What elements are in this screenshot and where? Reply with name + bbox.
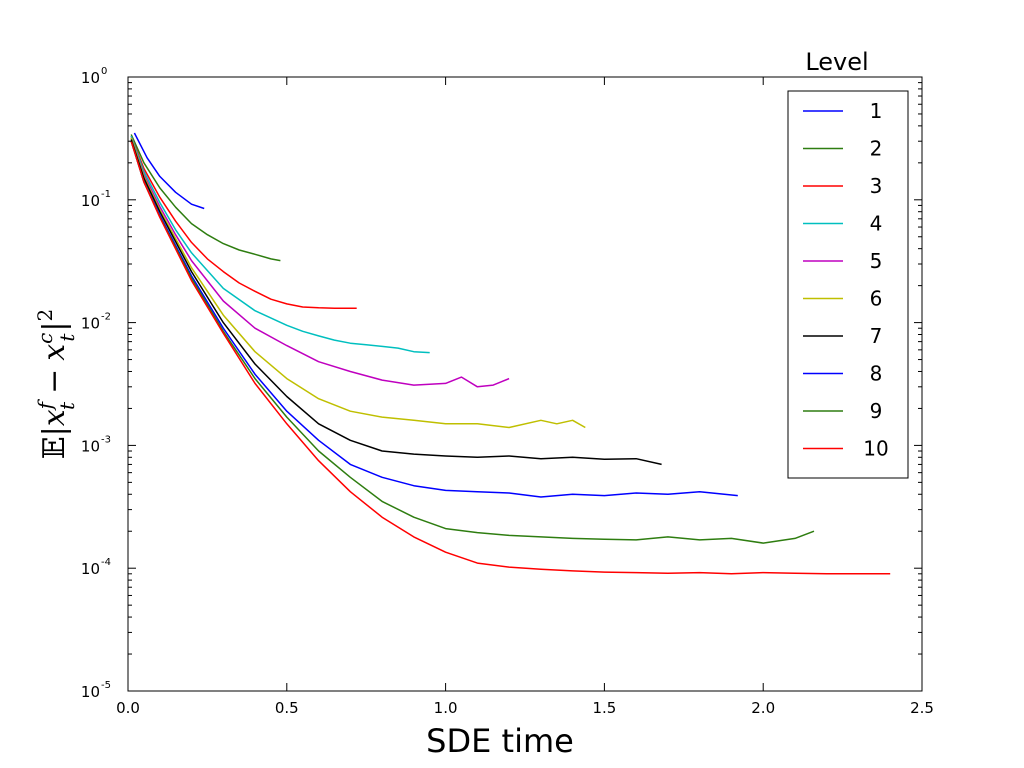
y-tick-exponent: 0	[101, 66, 107, 77]
y-tick-base: 10	[81, 437, 100, 455]
ticks-layer: 0.0 0.5 1.0 1.5 2.0 2.510-510-410-310-210-110…	[81, 66, 934, 717]
ylabel-x2: x	[37, 344, 72, 361]
legend-label-level-7: 7	[870, 324, 883, 348]
series-layer	[130, 132, 891, 575]
ylabel-square: 2	[33, 309, 57, 322]
plot-frame	[127, 76, 923, 692]
x-tick-label: 0.0	[116, 699, 140, 717]
y-tick-base: 10	[81, 192, 100, 210]
ylabel-t1: t	[55, 401, 79, 410]
y-tick-label: 10	[81, 192, 100, 210]
series-line-level-4	[130, 135, 430, 354]
legend-label-level-1: 1	[870, 99, 883, 123]
ylabel-bar-right: |	[37, 321, 72, 331]
y-axis-label: 𝔼|xft−xct|2	[33, 309, 79, 460]
svg-text:𝔼|xft−xct|2: 𝔼|xft−xct|2	[33, 309, 79, 460]
ylabel-bar-left: |	[37, 426, 72, 436]
x-tick-label: 2.5	[910, 699, 934, 717]
ylabel-x1: x	[37, 409, 72, 426]
ylabel-f: f	[33, 398, 57, 411]
series-line-level-6	[130, 137, 586, 429]
ylabel-minus: −	[37, 369, 72, 394]
series-line-level-5	[130, 137, 510, 388]
legend-label-level-9: 9	[870, 399, 883, 423]
y-tick-base: 10	[81, 683, 100, 701]
y-tick-exponent: -5	[101, 680, 111, 691]
y-tick-exponent: -2	[101, 312, 111, 323]
x-tick-label: 0.5	[275, 699, 299, 717]
legend-label-level-5: 5	[870, 249, 883, 273]
y-tick-label: 10	[81, 69, 100, 87]
legend-label-level-2: 2	[870, 137, 883, 161]
series-line-level-8	[130, 140, 738, 498]
series-line-level-7	[130, 139, 662, 466]
legend-label-level-4: 4	[870, 212, 883, 236]
legend: 1 2 3 4 5 6 7 8 9 10	[787, 90, 909, 479]
legend-label-level-10: 10	[863, 437, 888, 461]
x-tick-label: 1.5	[592, 699, 616, 717]
legend-box	[787, 90, 909, 479]
legend-label-level-6: 6	[870, 287, 883, 311]
y-tick-exponent: -3	[101, 434, 111, 445]
y-tick-base: 10	[81, 315, 100, 333]
x-tick-label: 1.0	[434, 699, 458, 717]
y-tick-exponent: -4	[101, 557, 111, 568]
legend-label-level-8: 8	[870, 362, 883, 386]
y-tick-exponent: -1	[101, 189, 111, 200]
y-tick-label: 10	[81, 683, 100, 701]
legend-label-level-3: 3	[870, 174, 883, 198]
y-tick-base: 10	[81, 69, 100, 87]
ylabel-e: 𝔼	[37, 436, 72, 459]
x-tick-label: 2.0	[751, 699, 775, 717]
series-line-level-9	[130, 140, 815, 544]
legend-title: Level	[805, 48, 868, 76]
series-line-level-10	[130, 140, 891, 575]
series-line-level-2	[130, 134, 281, 262]
y-tick-label: 10	[81, 315, 100, 333]
series-line-level-1	[133, 132, 205, 210]
y-tick-label: 10	[81, 437, 100, 455]
x-axis-label: SDE time	[426, 722, 574, 760]
series-line-level-3	[130, 135, 357, 309]
ylabel-t2: t	[55, 333, 79, 342]
y-tick-base: 10	[81, 560, 100, 578]
ylabel-c: c	[33, 333, 57, 344]
y-tick-label: 10	[81, 560, 100, 578]
